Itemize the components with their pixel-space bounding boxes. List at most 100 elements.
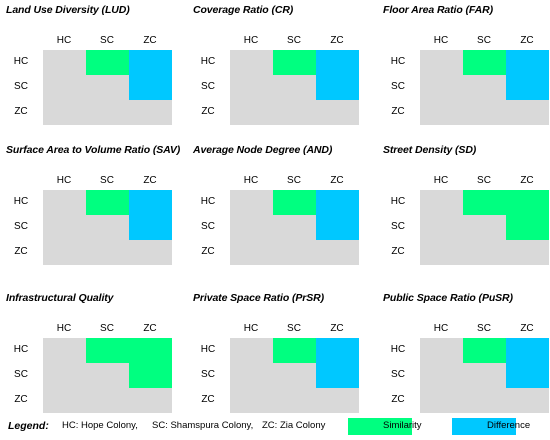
matrix-cell-hc-hc: [43, 190, 86, 215]
legend-sc: SC: Shamspura Colony,: [152, 420, 254, 431]
matrix-cell-sc-hc: [420, 363, 463, 388]
matrix-cell-sc-hc: [230, 363, 273, 388]
matrix-cell-hc-hc: [420, 338, 463, 363]
matrix-cell-sc-sc: [273, 215, 316, 240]
matrix-cell-sc-zc: [129, 363, 172, 388]
matrix-cell-hc-hc: [43, 338, 86, 363]
matrix-grid: [43, 50, 172, 125]
matrix-cell-zc-sc: [463, 100, 506, 125]
column-label: HC: [56, 323, 72, 334]
matrix-cell-zc-sc: [273, 240, 316, 265]
column-label: SC: [287, 35, 301, 46]
column-label: ZC: [330, 35, 344, 46]
row-label: ZC: [14, 394, 28, 405]
matrix-grid: [43, 338, 172, 413]
matrix-cell-zc-zc: [506, 240, 549, 265]
matrix-cell-hc-zc: [129, 50, 172, 75]
legend-similarity: Similarity: [383, 420, 422, 431]
matrix-cell-sc-sc: [86, 75, 129, 100]
column-label: HC: [56, 35, 72, 46]
matrix-cell-zc-sc: [86, 388, 129, 413]
matrix-cell-hc-hc: [230, 190, 273, 215]
column-label: ZC: [520, 175, 534, 186]
row-label: SC: [391, 221, 405, 232]
column-label: HC: [433, 175, 449, 186]
matrix-cell-hc-zc: [316, 50, 359, 75]
panel-title: Private Space Ratio (PrSR): [193, 292, 325, 304]
matrix-cell-sc-zc: [316, 363, 359, 388]
panel-title: Street Density (SD): [383, 144, 477, 156]
legend: Legend: HC: Hope Colony, SC: Shamspura C…: [0, 415, 550, 435]
panel-title: Coverage Ratio (CR): [193, 4, 294, 16]
matrix-grid: [420, 338, 549, 413]
column-label: SC: [100, 323, 114, 334]
matrix-cell-zc-zc: [316, 240, 359, 265]
matrix-cell-sc-sc: [463, 215, 506, 240]
column-label: SC: [100, 175, 114, 186]
column-label: ZC: [520, 323, 534, 334]
row-label: SC: [201, 81, 215, 92]
matrix-cell-hc-hc: [420, 190, 463, 215]
row-label: SC: [14, 221, 28, 232]
row-label: HC: [200, 56, 216, 67]
row-label: ZC: [14, 106, 28, 117]
matrix-cell-sc-hc: [230, 215, 273, 240]
matrix-cell-hc-hc: [43, 50, 86, 75]
matrix-cell-hc-sc: [273, 338, 316, 363]
matrix-panel: Surface Area to Volume Ratio (SAV) HC SC ZC…: [6, 144, 180, 274]
matrix-cell-hc-zc: [316, 338, 359, 363]
matrix-cell-hc-sc: [86, 338, 129, 363]
row-label: ZC: [391, 106, 405, 117]
row-label: HC: [390, 56, 406, 67]
row-label: ZC: [201, 394, 215, 405]
row-label: HC: [13, 56, 29, 67]
column-label: SC: [477, 323, 491, 334]
matrix-grid: [230, 190, 359, 265]
matrix-grid: [230, 338, 359, 413]
matrix-cell-sc-zc: [129, 75, 172, 100]
matrix-cell-zc-sc: [463, 388, 506, 413]
column-label: HC: [243, 175, 259, 186]
matrix-cell-zc-zc: [129, 240, 172, 265]
matrix-grid: [420, 190, 549, 265]
row-label: SC: [201, 369, 215, 380]
matrix-panel: Private Space Ratio (PrSR) HC SC ZC HC SC ZC: [193, 292, 363, 422]
column-label: HC: [433, 323, 449, 334]
row-label: HC: [200, 344, 216, 355]
row-label: ZC: [201, 106, 215, 117]
column-label: HC: [243, 323, 259, 334]
panel-title: Infrastructural Quality: [6, 292, 114, 304]
matrix-cell-hc-zc: [129, 190, 172, 215]
legend-hc: HC: Hope Colony,: [62, 420, 138, 431]
matrix-cell-zc-zc: [506, 388, 549, 413]
matrix-cell-hc-sc: [86, 190, 129, 215]
matrix-cell-zc-sc: [86, 240, 129, 265]
row-label: ZC: [14, 246, 28, 257]
matrix-cell-hc-sc: [463, 338, 506, 363]
similarity-swatch: [348, 418, 412, 435]
matrix-cell-sc-sc: [86, 215, 129, 240]
matrix-panel: Land Use Diversity (LUD) HC SC ZC HC SC ZC: [6, 4, 176, 134]
row-label: ZC: [391, 246, 405, 257]
row-label: SC: [391, 81, 405, 92]
column-label: SC: [287, 323, 301, 334]
row-label: HC: [13, 196, 29, 207]
matrix-cell-sc-hc: [420, 75, 463, 100]
matrix-panel: Infrastructural Quality HC SC ZC HC SC ZC: [6, 292, 176, 422]
matrix-cell-sc-hc: [43, 363, 86, 388]
matrix-cell-zc-zc: [316, 388, 359, 413]
panel-title: Land Use Diversity (LUD): [6, 4, 130, 16]
row-label: SC: [201, 221, 215, 232]
matrix-cell-zc-sc: [463, 240, 506, 265]
row-label: SC: [14, 369, 28, 380]
matrix-panel: Coverage Ratio (CR) HC SC ZC HC SC ZC: [193, 4, 363, 134]
row-label: HC: [390, 344, 406, 355]
matrix-cell-sc-zc: [316, 75, 359, 100]
matrix-cell-zc-hc: [43, 100, 86, 125]
matrix-cell-sc-hc: [230, 75, 273, 100]
matrix-cell-hc-sc: [463, 190, 506, 215]
matrix-cell-hc-zc: [506, 190, 549, 215]
matrix-grid: [420, 50, 549, 125]
legend-zc: ZC: Zia Colony: [262, 420, 326, 431]
matrix-cell-hc-zc: [316, 190, 359, 215]
